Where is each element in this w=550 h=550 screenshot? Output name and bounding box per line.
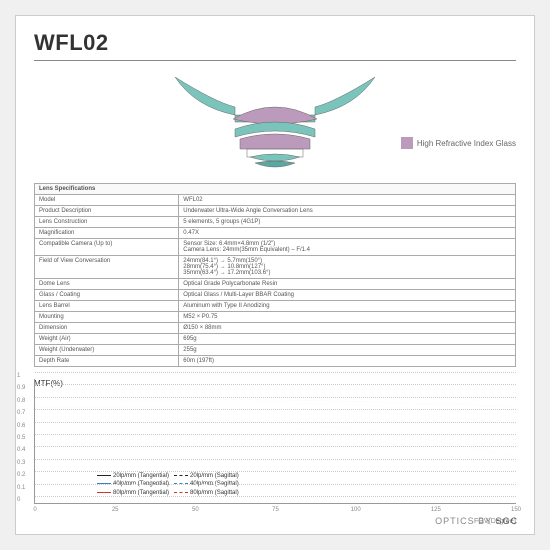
spec-value: 60m (197ft) bbox=[179, 356, 516, 367]
diagram-legend: High Refractive Index Glass bbox=[401, 137, 516, 149]
spec-table: Lens SpecificationsModelWFL02Product Des… bbox=[34, 183, 516, 367]
spec-row: Weight (Underwater)255g bbox=[35, 345, 516, 356]
x-tick: 50 bbox=[192, 507, 199, 513]
spec-row: Lens Construction5 elements, 5 groups (4… bbox=[35, 217, 516, 228]
y-tick: 0.7 bbox=[35, 409, 516, 416]
spec-value: 255g bbox=[179, 345, 516, 356]
legend-label: High Refractive Index Glass bbox=[417, 139, 516, 148]
spec-key: Product Description bbox=[35, 206, 179, 217]
spec-value: Aluminum with Type II Anodizing bbox=[179, 301, 516, 312]
x-tick: 125 bbox=[431, 507, 441, 513]
y-tick: 0.5 bbox=[35, 434, 516, 441]
spec-value: Underwater Ultra-Wide Angle Conversation… bbox=[179, 206, 516, 217]
footer-brand: OPTICS BY SGC bbox=[435, 516, 518, 526]
spec-key: Compatible Camera (Up to) bbox=[35, 239, 179, 256]
spec-row: Weight (Air)695g bbox=[35, 334, 516, 345]
spec-key: Dome Lens bbox=[35, 279, 179, 290]
spec-row: DimensionØ150 × 88mm bbox=[35, 323, 516, 334]
y-tick: 1 bbox=[35, 372, 516, 379]
spec-value: 0.47X bbox=[179, 228, 516, 239]
spec-key: Field of View Conversation bbox=[35, 256, 179, 279]
spec-value: Optical Glass / Multi-Layer BBAR Coating bbox=[179, 290, 516, 301]
y-tick: 0 bbox=[35, 496, 516, 503]
spec-row: MountingM52 × P0.75 bbox=[35, 312, 516, 323]
page-title: WFL02 bbox=[34, 30, 516, 61]
spec-value: 24mm(84.1°) → 5.7mm(150°) 28mm(75.4°) → … bbox=[179, 256, 516, 279]
mtf-chart-wrap: MTF(%) 20lp/mm (Tangential) 20lp/mm (Sag… bbox=[34, 379, 516, 524]
spec-key: Weight (Underwater) bbox=[35, 345, 179, 356]
spec-key: Lens Barrel bbox=[35, 301, 179, 312]
lens-diagram-area: High Refractive Index Glass bbox=[34, 67, 516, 177]
y-tick: 0.8 bbox=[35, 397, 516, 404]
legend-swatch bbox=[401, 137, 413, 149]
spec-row: Glass / CoatingOptical Glass / Multi-Lay… bbox=[35, 290, 516, 301]
y-tick: 0.4 bbox=[35, 446, 516, 453]
x-tick: 25 bbox=[112, 507, 119, 513]
x-tick: 150 bbox=[511, 507, 521, 513]
spec-row: Magnification0.47X bbox=[35, 228, 516, 239]
spec-value: WFL02 bbox=[179, 195, 516, 206]
spec-row: Field of View Conversation24mm(84.1°) → … bbox=[35, 256, 516, 279]
spec-value: Ø150 × 88mm bbox=[179, 323, 516, 334]
spec-key: Mounting bbox=[35, 312, 179, 323]
spec-row: Product DescriptionUnderwater Ultra-Wide… bbox=[35, 206, 516, 217]
spec-key: Dimension bbox=[35, 323, 179, 334]
spec-value: 5 elements, 5 groups (4G1P) bbox=[179, 217, 516, 228]
spec-row: Lens BarrelAluminum with Type II Anodizi… bbox=[35, 301, 516, 312]
spec-value: Sensor Size: 6.4mm×4.8mm (1/2") Camera L… bbox=[179, 239, 516, 256]
spec-header: Lens Specifications bbox=[35, 184, 516, 195]
x-tick: 100 bbox=[351, 507, 361, 513]
spec-value: 695g bbox=[179, 334, 516, 345]
spec-key: Depth Rate bbox=[35, 356, 179, 367]
y-tick: 0.1 bbox=[35, 484, 516, 491]
spec-key: Model bbox=[35, 195, 179, 206]
spec-row: Depth Rate60m (197ft) bbox=[35, 356, 516, 367]
spec-card: WFL02 High Refractive Index Glass Lens S… bbox=[15, 15, 535, 535]
y-tick: 0.6 bbox=[35, 422, 516, 429]
y-tick: 0.3 bbox=[35, 459, 516, 466]
y-tick: 0.9 bbox=[35, 384, 516, 391]
mtf-chart: 20lp/mm (Tangential) 20lp/mm (Sagittal)4… bbox=[34, 379, 516, 504]
y-tick: 0.2 bbox=[35, 471, 516, 478]
x-tick: 0 bbox=[33, 507, 36, 513]
spec-key: Weight (Air) bbox=[35, 334, 179, 345]
spec-key: Lens Construction bbox=[35, 217, 179, 228]
spec-key: Magnification bbox=[35, 228, 179, 239]
spec-value: M52 × P0.75 bbox=[179, 312, 516, 323]
lens-cross-section-diagram bbox=[155, 67, 395, 177]
spec-row: Dome LensOptical Grade Polycarbonate Res… bbox=[35, 279, 516, 290]
spec-value: Optical Grade Polycarbonate Resin bbox=[179, 279, 516, 290]
spec-row: ModelWFL02 bbox=[35, 195, 516, 206]
spec-key: Glass / Coating bbox=[35, 290, 179, 301]
x-tick: 75 bbox=[272, 507, 279, 513]
spec-row: Compatible Camera (Up to)Sensor Size: 6.… bbox=[35, 239, 516, 256]
